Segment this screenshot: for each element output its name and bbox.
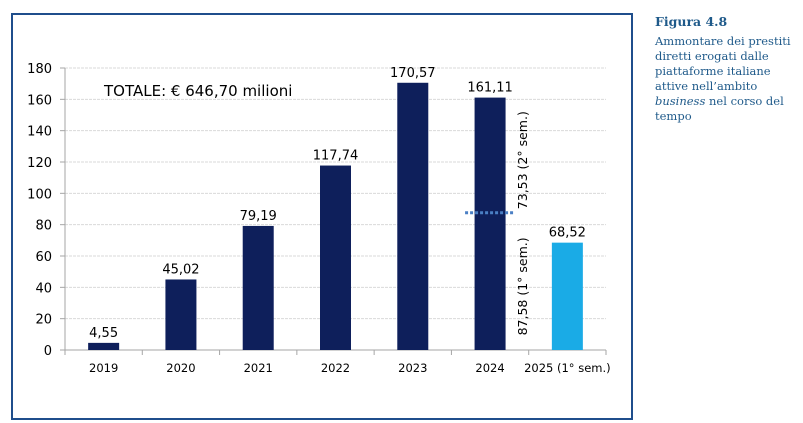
bars xyxy=(88,82,583,350)
x-tick-label: 2022 xyxy=(321,361,350,375)
figure-text-before: Ammontare dei prestiti diretti erogati d… xyxy=(655,34,791,93)
data-label: 117,74 xyxy=(313,149,359,164)
y-tick-label: 180 xyxy=(27,62,52,77)
y-tick-label: 100 xyxy=(27,187,52,202)
x-tick-label: 2021 xyxy=(244,361,273,375)
data-label: 4,55 xyxy=(89,326,118,341)
y-tick-label: 60 xyxy=(35,250,52,265)
bar-2024 xyxy=(474,97,506,350)
data-label: 45,02 xyxy=(162,262,199,277)
figure-text-after: nel corso del tempo xyxy=(655,94,784,123)
figure-caption: Figura 4.8 Ammontare dei prestiti dirett… xyxy=(655,14,800,124)
annotations: TOTALE: € 646,70 milioni 87,58 (1° sem.)… xyxy=(103,82,530,335)
y-tick-label: 120 xyxy=(27,156,52,171)
data-labels: 4,55 45,02 79,19 117,74 170,57 161,11 68,52 xyxy=(89,66,586,341)
data-label: 79,19 xyxy=(240,209,277,224)
figure-description: Ammontare dei prestiti diretti erogati d… xyxy=(655,34,800,124)
bar-2020 xyxy=(165,279,197,350)
y-tick-label: 160 xyxy=(27,93,52,108)
bar-chart: 0 20 40 60 80 100 120 140 160 180 4,55 45,02 79,19 1… xyxy=(27,62,611,375)
bar-2023 xyxy=(397,82,429,350)
x-tick-label: 2019 xyxy=(89,361,118,375)
data-label: 68,52 xyxy=(549,226,586,241)
bar-2025-1-sem- xyxy=(551,242,583,350)
y-tick-label: 20 xyxy=(35,313,52,328)
chart-frame: 0 20 40 60 80 100 120 140 160 180 4,55 45,02 79,19 1… xyxy=(11,13,633,420)
y-tick-labels: 0 20 40 60 80 100 120 140 160 180 xyxy=(27,62,52,359)
lower-semester-label: 87,58 (1° sem.) xyxy=(515,237,530,335)
x-tick-label: 2024 xyxy=(475,361,504,375)
y-tick-label: 40 xyxy=(35,281,52,296)
x-tick-label: 2025 (1° sem.) xyxy=(524,361,611,375)
figure-text-italic: business xyxy=(655,94,706,108)
bar-2021 xyxy=(242,225,274,350)
bar-2022 xyxy=(320,165,351,350)
bar-2019 xyxy=(88,342,120,350)
total-annotation: TOTALE: € 646,70 milioni xyxy=(103,82,292,100)
data-label: 170,57 xyxy=(390,66,436,81)
x-tick-label: 2020 xyxy=(166,361,195,375)
x-tick-label: 2023 xyxy=(398,361,427,375)
data-label: 161,11 xyxy=(467,81,513,96)
x-tick-labels: 2019 2020 2021 2022 2023 2024 2025 (1° sem.) xyxy=(89,361,611,375)
figure-label: Figura 4.8 xyxy=(655,14,728,29)
upper-semester-label: 73,53 (2° sem.) xyxy=(515,111,530,209)
y-tick-label: 140 xyxy=(27,125,52,140)
y-tick-label: 0 xyxy=(44,344,52,359)
y-tick-label: 80 xyxy=(35,219,52,234)
